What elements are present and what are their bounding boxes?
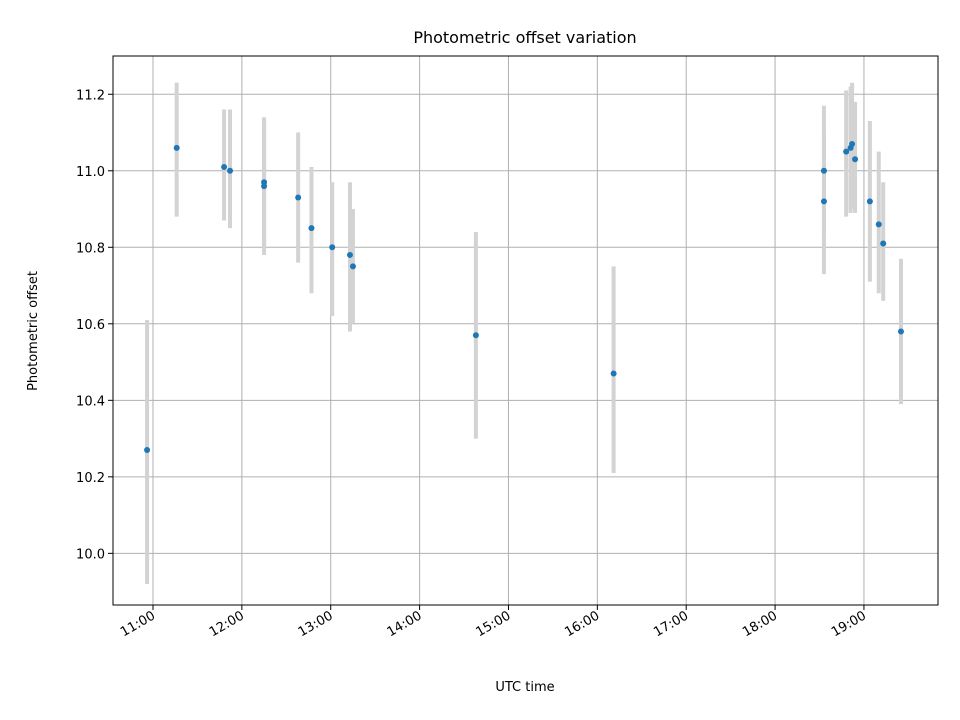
data-point (820, 167, 827, 174)
y-tick-label: 10.2 (76, 471, 105, 486)
y-axis-label: Photometric offset (26, 271, 41, 391)
data-point (610, 370, 617, 377)
data-point (308, 225, 315, 232)
point-layer (144, 140, 904, 454)
chart-title: Photometric offset variation (413, 28, 636, 47)
data-point (866, 198, 873, 205)
data-point (472, 332, 479, 339)
y-tick-label: 10.8 (76, 241, 105, 256)
data-point (144, 447, 151, 454)
data-point (329, 244, 336, 251)
data-point (849, 140, 856, 147)
data-point (875, 221, 882, 228)
y-tick-label: 10.0 (76, 547, 105, 562)
grid-layer (113, 56, 938, 605)
data-point (221, 163, 228, 170)
y-axis: 10.0 10.2 10.4 10.6 10.8 11.0 11.2 (76, 88, 113, 562)
data-point (261, 183, 268, 190)
data-point (897, 328, 904, 335)
plot-frame (112, 55, 939, 606)
y-tick-label: 10.4 (76, 394, 105, 409)
data-point (820, 198, 827, 205)
y-tick-label: 11.2 (76, 88, 105, 103)
data-point (295, 194, 302, 201)
y-tick-label: 10.6 (76, 318, 105, 333)
y-tick-label: 11.0 (76, 165, 105, 180)
data-point (852, 156, 859, 163)
data-point (349, 263, 356, 270)
x-axis-label: UTC time (495, 680, 554, 695)
data-point (880, 240, 887, 247)
data-point (843, 148, 850, 155)
data-point (346, 251, 353, 258)
data-point (227, 167, 234, 174)
data-point (173, 144, 180, 151)
